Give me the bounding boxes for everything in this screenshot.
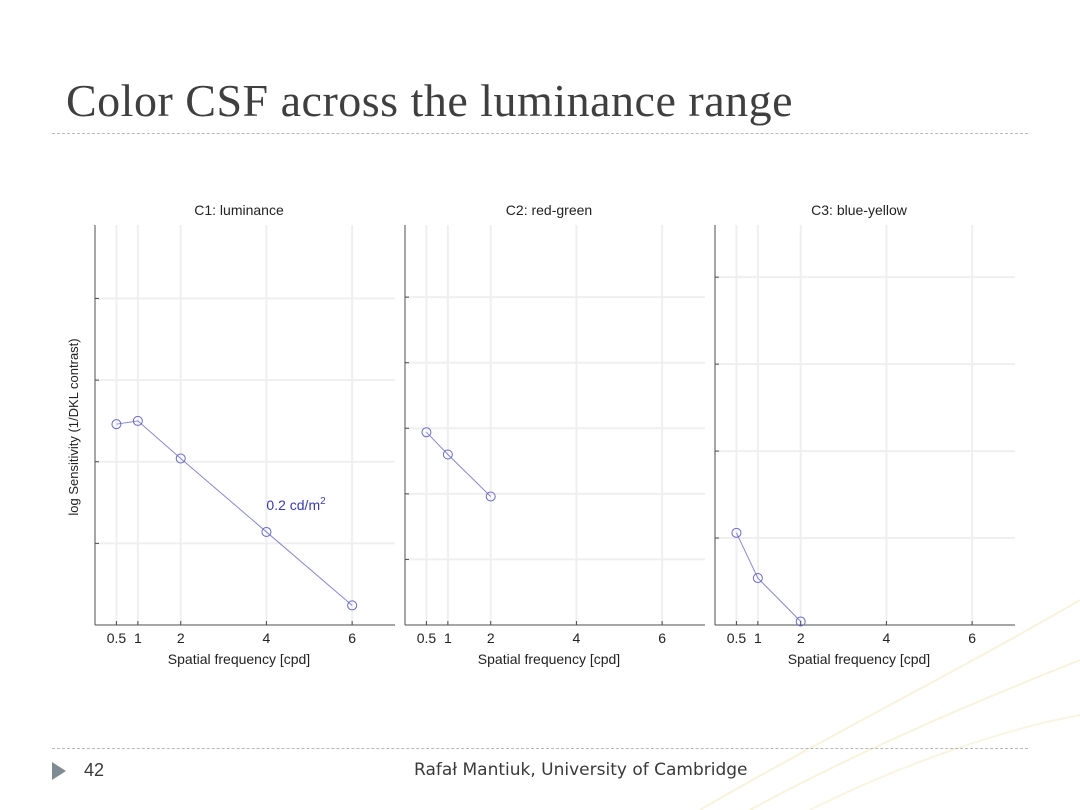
footer-author: Rafał Mantiuk, University of Cambridge (414, 760, 748, 780)
chart-1-data-point (261, 526, 272, 537)
chart-2-data-point (442, 449, 453, 460)
chart-2-x-tick-label: 4 (573, 630, 581, 646)
chart-3-x-axis-label: Spatial frequency [cpd] (788, 651, 930, 667)
chart-1-data-point (111, 419, 122, 430)
chart-1-series-line (116, 420, 353, 606)
chart-3-x-tick-label: 2 (797, 630, 805, 646)
chart-2-x-axis-label: Spatial frequency [cpd] (478, 651, 620, 667)
chart-1-y-axis-label: log Sensitivity (1/DKL contrast) (66, 338, 81, 515)
chart-1-data-point (175, 453, 186, 464)
chart-3-series-line (735, 532, 802, 622)
chart-2-x-tick-label: 2 (487, 630, 495, 646)
chart-3-data-point (752, 573, 763, 584)
chart-1-data-point (132, 415, 143, 426)
chart-1-x-axis-label: Spatial frequency [cpd] (168, 651, 310, 667)
chart-1-title: C1: luminance (194, 202, 284, 218)
chart-3-x-tick-label: 6 (968, 630, 976, 646)
chart-1-data-point (347, 600, 358, 611)
chart-1-annotation: 0.2 cd/m2 (266, 496, 326, 513)
chart-3-data-point (731, 527, 742, 538)
chart-3-title: C3: blue-yellow (811, 202, 908, 218)
footer-divider (52, 748, 1028, 749)
chart-2-data-point (485, 491, 496, 502)
footer-triangle-icon (52, 762, 66, 780)
chart-2-x-tick-label: 6 (658, 630, 666, 646)
chart-2-series-line (426, 431, 492, 497)
chart-1-x-tick-label: 1 (134, 630, 142, 646)
chart-2-title: C2: red-green (506, 202, 592, 218)
slide-title: Color CSF across the luminance range (66, 75, 794, 126)
chart-3-x-tick-label: 4 (883, 630, 891, 646)
chart-2-x-tick-label: 0.5 (417, 630, 437, 646)
chart-1-x-tick-label: 0.5 (107, 630, 127, 646)
chart-2-x-tick-label: 1 (444, 630, 452, 646)
page-number: 42 (84, 760, 105, 780)
chart-1-x-tick-label: 2 (177, 630, 185, 646)
title-divider (52, 133, 1028, 134)
chart-3-x-tick-label: 1 (754, 630, 762, 646)
chart-1-x-tick-label: 4 (263, 630, 271, 646)
chart-3-data-point (795, 616, 806, 627)
chart-1-x-tick-label: 6 (348, 630, 356, 646)
chart-2-data-point (421, 427, 432, 438)
chart-3-x-tick-label: 0.5 (727, 630, 747, 646)
